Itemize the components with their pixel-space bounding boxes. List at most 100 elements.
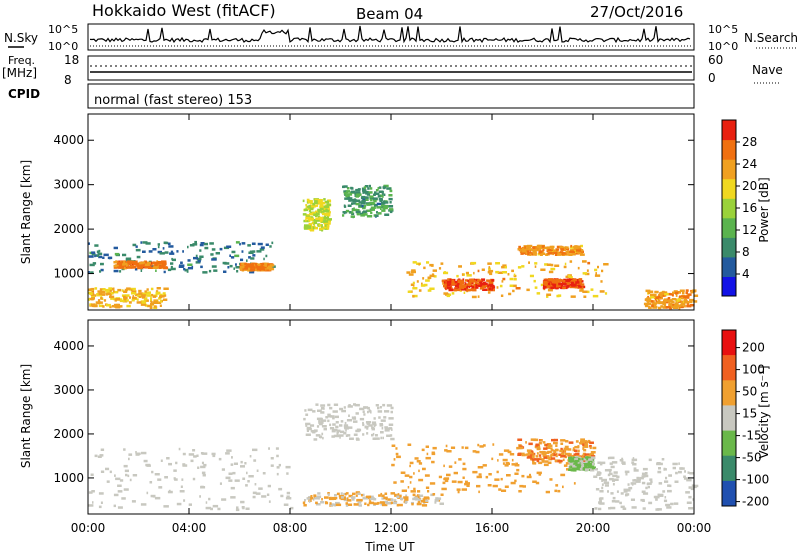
power-cell <box>380 203 384 207</box>
colorbar-segment <box>722 455 736 482</box>
velocity-cell <box>608 472 613 476</box>
velocity-cell <box>228 472 233 475</box>
velocity-cell <box>98 505 102 509</box>
power-cell <box>674 291 679 295</box>
velocity-cell <box>622 507 627 510</box>
velocity-cell <box>267 484 271 488</box>
velocity-cell <box>333 504 337 507</box>
power-cell <box>480 282 485 286</box>
power-cell <box>541 246 548 250</box>
velocity-cell <box>496 470 499 474</box>
power-cell <box>149 265 155 268</box>
power-cell <box>520 248 522 252</box>
power-cell <box>91 252 96 256</box>
power-cell <box>448 282 452 285</box>
power-cell <box>489 285 494 288</box>
power-cell <box>343 190 347 193</box>
power-cell <box>471 281 473 285</box>
velocity-cell <box>661 458 665 461</box>
power-cell <box>550 286 554 290</box>
power-cell <box>487 262 492 265</box>
velocity-cell <box>688 486 692 489</box>
power-cell <box>100 268 104 272</box>
velocity-cell <box>647 485 650 489</box>
power-cell <box>131 266 135 269</box>
velocity-cell <box>526 449 532 452</box>
velocity-cell <box>687 471 690 474</box>
power-cell <box>94 244 99 247</box>
power-cell <box>100 262 104 266</box>
velocity-cell <box>688 495 692 499</box>
velocity-cell <box>343 424 349 427</box>
velocity-cell <box>394 493 397 497</box>
power-cell <box>535 248 538 252</box>
colorbar-tick-label: 24 <box>742 157 757 171</box>
power-cell <box>99 288 105 291</box>
velocity-cell <box>379 424 384 427</box>
power-cell <box>573 285 578 289</box>
velocity-cell <box>432 493 436 496</box>
velocity-cell <box>322 436 324 440</box>
power-cell <box>235 263 237 266</box>
velocity-cell <box>289 506 294 510</box>
velocity-cell <box>645 486 648 490</box>
power-ylabel: Slant Range [km] <box>19 160 33 264</box>
velocity-cell <box>327 415 332 418</box>
power-cell <box>489 272 493 276</box>
power-cell <box>491 288 493 291</box>
velocity-cell <box>340 497 346 501</box>
power-cell <box>140 269 143 272</box>
power-cell <box>552 283 555 287</box>
velocity-cell <box>517 446 524 450</box>
velocity-cell <box>386 434 391 437</box>
power-cell <box>235 266 241 269</box>
power-cell <box>327 213 331 217</box>
velocity-cell <box>461 488 467 491</box>
velocity-cell <box>123 488 129 491</box>
velocity-cell <box>631 506 637 509</box>
power-cell <box>92 262 97 265</box>
velocity-cell <box>338 434 344 437</box>
velocity-cell <box>276 472 279 476</box>
velocity-cell <box>304 409 307 412</box>
power-cell <box>567 278 571 282</box>
velocity-cell <box>128 457 130 461</box>
power-cell <box>346 193 353 196</box>
power-cell <box>144 263 150 266</box>
power-cell <box>467 283 472 286</box>
power-cell <box>531 249 536 252</box>
velocity-cell <box>324 496 329 499</box>
velocity-cell <box>547 461 552 464</box>
velocity-cell <box>385 497 388 501</box>
velocity-cell <box>584 463 590 467</box>
velocity-cell <box>572 456 575 459</box>
velocity-cell <box>568 441 574 444</box>
power-cell <box>302 213 307 216</box>
velocity-cell <box>232 471 236 475</box>
power-cell <box>577 251 581 255</box>
power-cell <box>508 292 512 296</box>
velocity-cell <box>380 492 383 496</box>
velocity-cell <box>458 458 462 461</box>
power-cell <box>145 261 147 264</box>
velocity-cell <box>550 455 553 458</box>
velocity-cell <box>275 447 279 450</box>
velocity-cell <box>406 498 409 501</box>
power-cell <box>677 300 682 303</box>
power-cell <box>657 306 662 310</box>
velocity-cell <box>669 484 672 488</box>
power-cell <box>473 271 475 275</box>
power-cell <box>361 195 366 199</box>
velocity-cell <box>353 403 356 406</box>
velocity-cell <box>367 410 369 414</box>
velocity-cell <box>127 474 130 478</box>
velocity-cell <box>339 430 345 434</box>
power-cell <box>380 207 382 210</box>
velocity-cell <box>131 500 136 503</box>
power-cell <box>534 286 538 289</box>
velocity-region <box>88 447 294 512</box>
power-cell <box>675 294 678 297</box>
power-cell <box>551 245 555 249</box>
velocity-cell <box>525 441 527 444</box>
